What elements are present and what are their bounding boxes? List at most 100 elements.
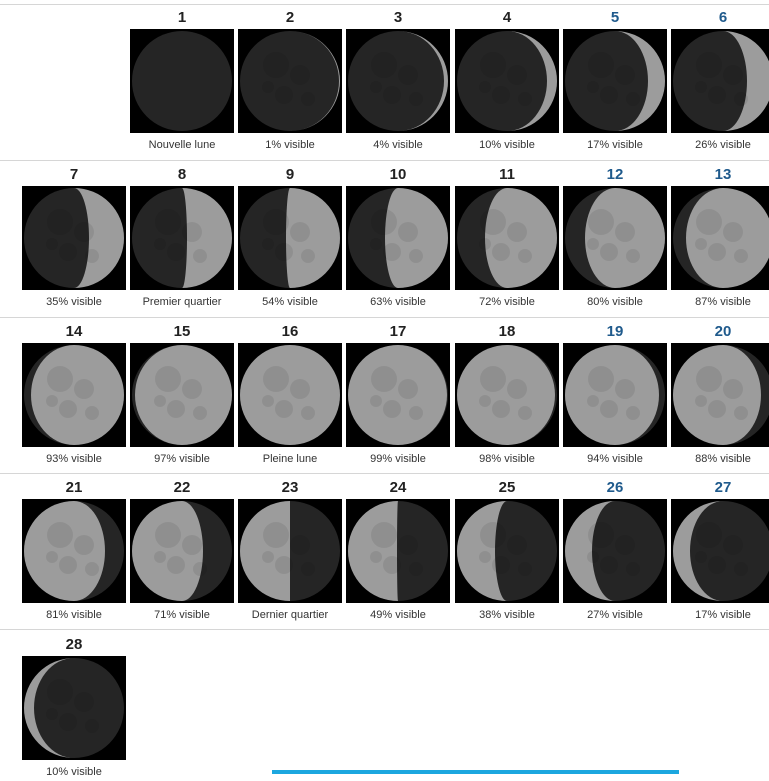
moon-day-cell[interactable]: 9 54% visible	[238, 162, 342, 311]
moon-mare-spot	[275, 400, 293, 418]
moon-phase-image	[673, 501, 769, 601]
moon-mare-spot	[626, 406, 640, 420]
phase-label: 10% visible	[46, 766, 102, 778]
moon-mare-spot	[479, 395, 491, 407]
moon-mare-spot	[301, 249, 315, 263]
moon-phase-image	[673, 188, 769, 288]
moon-mare-spot	[46, 238, 58, 250]
moon-phase-image	[132, 31, 232, 131]
moon-mare-spot	[587, 395, 599, 407]
day-number: 23	[281, 479, 299, 496]
moon-day-cell[interactable]: 11 72% visible	[455, 162, 559, 311]
moon-phase-image	[457, 501, 557, 601]
moon-tile	[22, 343, 126, 447]
moon-lit-area	[686, 188, 769, 288]
moon-day-cell[interactable]: 13 87% visible	[671, 162, 769, 311]
moon-mare-spot	[723, 535, 743, 555]
phase-label: 97% visible	[154, 453, 210, 465]
moon-mare-spot	[262, 551, 274, 563]
day-number: 26	[606, 479, 624, 496]
moon-day-cell[interactable]: 12 80% visible	[563, 162, 667, 311]
moon-phase-image	[348, 345, 448, 445]
moon-day-cell[interactable]: 8 Premier quartier	[130, 162, 234, 311]
moon-mare-spot	[723, 222, 743, 242]
moon-mare-spot	[370, 395, 382, 407]
phase-label: 63% visible	[370, 296, 426, 308]
moon-mare-spot	[371, 522, 397, 548]
moon-mare-spot	[275, 86, 293, 104]
moon-mare-spot	[301, 406, 315, 420]
day-number: 9	[285, 166, 295, 183]
moon-day-cell[interactable]: 1 Nouvelle lune	[130, 5, 234, 154]
phase-label: Dernier quartier	[251, 609, 329, 621]
moon-day-cell[interactable]: 14 93% visible	[22, 319, 126, 468]
moon-mare-spot	[263, 522, 289, 548]
moon-day-cell[interactable]: 6 26% visible	[671, 5, 769, 154]
moon-mare-spot	[479, 238, 491, 250]
moon-day-cell[interactable]: 28 10% visible	[22, 632, 126, 781]
moon-mare-spot	[492, 243, 510, 261]
moon-day-cell[interactable]: 22 71% visible	[130, 475, 234, 624]
moon-mare-spot	[193, 562, 207, 576]
moon-mare-spot	[182, 222, 202, 242]
moon-mare-spot	[290, 222, 310, 242]
moon-day-cell[interactable]: 17 99% visible	[346, 319, 450, 468]
moon-day-cell[interactable]: 25 38% visible	[455, 475, 559, 624]
moon-day-cell[interactable]: 19 94% visible	[563, 319, 667, 468]
moon-day-cell[interactable]: 27 17% visible	[671, 475, 769, 624]
moon-day-cell[interactable]: 2 1% visible	[238, 5, 342, 154]
moon-day-cell[interactable]: 3 4% visible	[346, 5, 450, 154]
moon-mare-spot	[734, 92, 748, 106]
moon-day-cell[interactable]: 4 10% visible	[455, 5, 559, 154]
day-number: 12	[606, 166, 624, 183]
moon-day-cell[interactable]: 21 81% visible	[22, 475, 126, 624]
moon-mare-spot	[59, 556, 77, 574]
moon-tile	[22, 656, 126, 760]
moon-day-cell[interactable]: 7 35% visible	[22, 162, 126, 311]
moon-mare-spot	[167, 556, 185, 574]
moon-day-cell[interactable]: 23 Dernier quartier	[238, 475, 342, 624]
moon-phase-image	[24, 345, 124, 445]
moon-day-cell[interactable]: 24 49% visible	[346, 475, 450, 624]
moon-mare-spot	[480, 209, 506, 235]
moon-mare-spot	[167, 400, 185, 418]
moon-tile	[22, 499, 126, 603]
moon-mare-spot	[492, 86, 510, 104]
moon-mare-spot	[85, 406, 99, 420]
moon-day-cell[interactable]: 16 Pleine lune	[238, 319, 342, 468]
moon-tile	[238, 499, 342, 603]
moon-day-cell[interactable]: 26 27% visible	[563, 475, 667, 624]
moon-lit-area	[240, 501, 290, 601]
phase-label: 26% visible	[695, 139, 751, 151]
row-divider	[0, 317, 769, 318]
moon-phase-image	[240, 188, 340, 288]
moon-mare-spot	[626, 562, 640, 576]
day-number: 22	[173, 479, 191, 496]
moon-mare-spot	[275, 556, 293, 574]
day-number: 1	[177, 9, 187, 26]
moon-mare-spot	[47, 679, 73, 705]
phase-label: 72% visible	[479, 296, 535, 308]
moon-day-cell[interactable]: 5 17% visible	[563, 5, 667, 154]
moon-mare-spot	[708, 243, 726, 261]
moon-mare-spot	[492, 556, 510, 574]
moon-lit-area	[565, 345, 659, 445]
moon-tile	[455, 499, 559, 603]
phase-label: 54% visible	[262, 296, 318, 308]
moon-tile	[238, 343, 342, 447]
moon-day-cell[interactable]: 10 63% visible	[346, 162, 450, 311]
day-number: 15	[173, 323, 191, 340]
moon-day-cell[interactable]: 18 98% visible	[455, 319, 559, 468]
moon-tile	[130, 343, 234, 447]
moon-phase-image	[240, 31, 340, 131]
moon-tile	[455, 186, 559, 290]
phase-label: 88% visible	[695, 453, 751, 465]
moon-tile	[563, 186, 667, 290]
moon-phase-image	[565, 188, 665, 288]
moon-tile	[346, 343, 450, 447]
day-number: 3	[393, 9, 403, 26]
moon-day-cell[interactable]: 15 97% visible	[130, 319, 234, 468]
day-number: 8	[177, 166, 187, 183]
moon-day-cell[interactable]: 20 88% visible	[671, 319, 769, 468]
phase-label: 94% visible	[587, 453, 643, 465]
